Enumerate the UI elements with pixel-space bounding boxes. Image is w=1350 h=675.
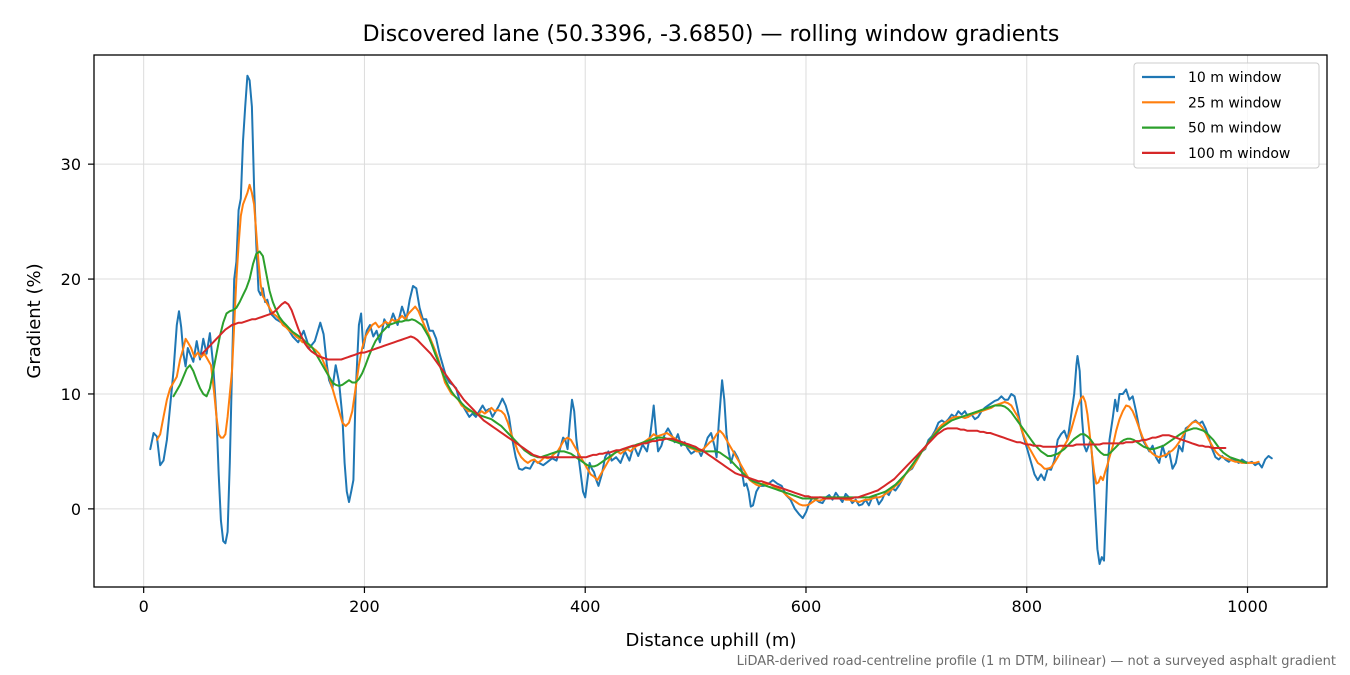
- legend: 10 m window 25 m window 50 m window 100 m w…: [1133, 62, 1320, 169]
- x-axis-ticks: 0 200 400 600 800 1000: [139, 587, 1268, 616]
- x-tick-label: 0: [139, 597, 149, 616]
- y-tick-label: 20: [61, 270, 81, 289]
- series-line-4: [201, 301, 1227, 500]
- y-tick-label: 10: [61, 385, 81, 404]
- y-axis-ticks: 0 10 20 30: [61, 155, 94, 519]
- legend-box: [1133, 62, 1320, 169]
- series-line-2: [155, 183, 1260, 507]
- x-tick-label: 800: [1011, 597, 1042, 616]
- chart-title: Discovered lane (50.3396, -3.6850) — rol…: [363, 22, 1060, 47]
- series-line-1: [149, 74, 1273, 565]
- x-tick-label: 1000: [1227, 597, 1268, 616]
- x-tick-label: 200: [349, 597, 380, 616]
- legend-label: 25 m window: [1188, 95, 1281, 111]
- y-axis-label: Gradient (%): [24, 263, 45, 378]
- y-tick-label: 30: [61, 155, 81, 174]
- legend-label: 100 m window: [1188, 146, 1290, 162]
- y-tick-label: 0: [71, 500, 81, 519]
- legend-label: 50 m window: [1188, 121, 1281, 137]
- x-axis-label: Distance uphill (m): [626, 630, 797, 651]
- x-tick-label: 400: [570, 597, 601, 616]
- footnote: LiDAR-derived road-centreline profile (1…: [737, 654, 1336, 669]
- legend-label: 10 m window: [1188, 70, 1281, 86]
- x-tick-label: 600: [791, 597, 822, 616]
- plot-frame: [93, 54, 1328, 588]
- series-lines: [149, 74, 1273, 565]
